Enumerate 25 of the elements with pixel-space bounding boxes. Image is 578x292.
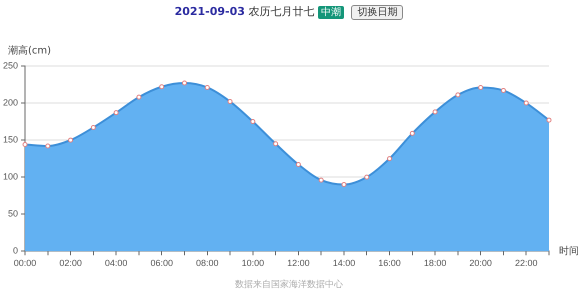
y-tick-label: 250	[2, 60, 18, 70]
x-tick-label: 00:00	[14, 258, 36, 268]
x-tick-label: 02:00	[59, 258, 82, 268]
x-axis-title: 时间	[559, 244, 578, 257]
y-tick-label: 150	[2, 134, 18, 145]
x-tick-label: 18:00	[424, 258, 446, 268]
x-tick-label: 16:00	[378, 258, 401, 268]
chart-subtitle: 农历七月廿七	[248, 5, 314, 18]
y-tick-label: 50	[8, 208, 18, 219]
y-tick-label: 200	[2, 98, 18, 108]
x-tick-label: 08:00	[196, 258, 219, 268]
y-axis-title: 潮高(cm)	[8, 44, 52, 57]
text: 数据来自国家海洋数据中心	[234, 278, 344, 291]
text: 切换日期	[351, 5, 404, 20]
text: 中潮	[318, 6, 344, 19]
x-tick-label: 14:00	[332, 258, 356, 268]
x-tick-label: 12:00	[287, 258, 310, 268]
x-tick-label: 04:00	[104, 258, 128, 268]
x-tick-label: 10:00	[242, 258, 264, 268]
x-tick-label: 06:00	[150, 258, 173, 268]
x-tick-label: 22:00	[514, 258, 538, 268]
y-tick-label: 0	[13, 246, 18, 256]
chart-title: 2021-09-03	[174, 5, 245, 18]
y-tick-label: 100	[2, 172, 18, 182]
x-tick-label: 20:00	[469, 258, 492, 268]
